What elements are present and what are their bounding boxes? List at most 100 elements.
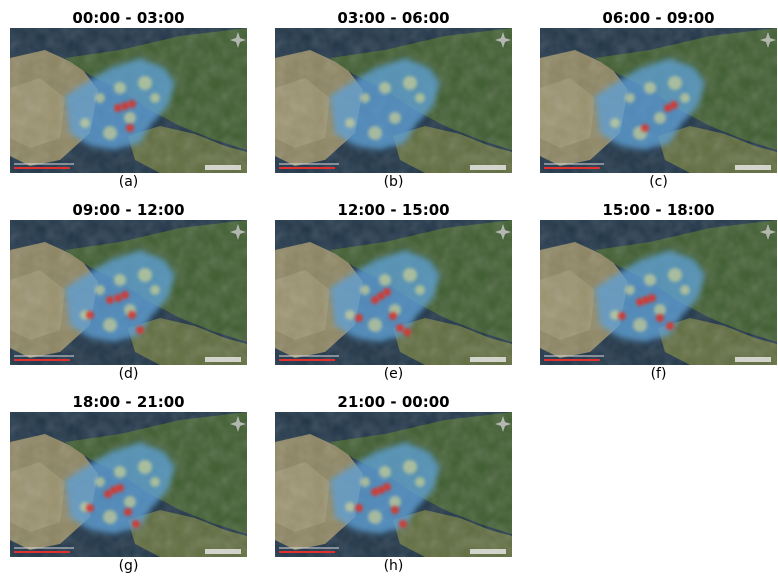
heat-hot [86,311,94,319]
heat-warm [668,76,682,90]
heat-warm [138,268,152,282]
map [275,28,512,173]
heat-hot [383,483,391,491]
panel-title: 03:00 - 06:00 [337,9,449,27]
map [10,220,247,365]
heat-hot [128,311,136,319]
heat-hot [136,326,144,334]
heat-warm [415,93,425,103]
heat-warm [368,126,382,140]
heat-warm [633,318,647,332]
heat-warm [360,285,370,295]
heat-warm [124,496,136,508]
heat-warm [403,76,417,90]
heat-warm [403,268,417,282]
map-panel [540,28,777,173]
heat-hot [618,312,626,320]
map [10,412,247,557]
attribution [205,549,241,554]
heat-warm [625,93,635,103]
heat-hot [648,294,656,302]
heat-warm [680,285,690,295]
heat-warm [415,285,425,295]
heat-warm [150,477,160,487]
panel-label: (e) [384,366,404,382]
heat-warm [345,310,355,320]
attribution [735,357,771,362]
heat-warm [103,126,117,140]
panel-label: (c) [649,174,668,190]
map [540,28,777,173]
heat-warm [668,268,682,282]
heat-hot [383,288,391,296]
heat-hot [670,101,678,109]
heat-warm [360,477,370,487]
heat-hot [403,328,411,336]
attribution [470,165,506,170]
heat-warm [95,93,105,103]
map [275,412,512,557]
heat-hot [121,291,129,299]
panel-label: (g) [119,558,139,574]
heat-hot [121,102,129,110]
heat-warm [403,460,417,474]
heat-hot [391,506,399,514]
figure: 00:00 - 03:00(a)03:00 - 06:00(b)06:00 - … [0,0,778,585]
panel-label: (a) [119,174,139,190]
map-panel [10,220,247,365]
panel-title: 21:00 - 00:00 [337,393,449,411]
heat-warm [415,477,425,487]
heat-warm [114,274,126,286]
panel-title: 06:00 - 09:00 [602,9,714,27]
panel-title: 15:00 - 18:00 [602,201,714,219]
heat-hot [666,322,674,330]
heat-warm [345,502,355,512]
panel-label: (f) [651,366,667,382]
heat-warm [389,112,401,124]
heat-warm [379,466,391,478]
heat-hot [86,504,94,512]
panel-title: 00:00 - 03:00 [72,9,184,27]
attribution [205,165,241,170]
heat-warm [644,82,656,94]
map-panel [275,28,512,173]
attribution [470,549,506,554]
heat-warm [625,285,635,295]
heat-hot [132,520,140,528]
panel-title: 18:00 - 21:00 [72,393,184,411]
heat-warm [95,285,105,295]
heat-warm [644,274,656,286]
attribution [470,357,506,362]
heat-warm [150,93,160,103]
panel-title: 09:00 - 12:00 [72,201,184,219]
heat-warm [610,118,620,128]
heat-warm [95,477,105,487]
heat-hot [389,312,397,320]
heat-hot [399,520,407,528]
heat-hot [641,124,649,132]
heat-warm [103,510,117,524]
heat-warm [138,460,152,474]
map-panel [10,28,247,173]
heat-hot [114,294,122,302]
heat-warm [114,466,126,478]
map-panel [275,220,512,365]
map-panel [540,220,777,365]
map [540,220,777,365]
heat-warm [654,112,666,124]
heat-warm [150,285,160,295]
map-panel [275,412,512,557]
heat-hot [128,100,136,108]
attribution [735,165,771,170]
heat-warm [103,318,117,332]
heat-hot [355,314,363,322]
heat-warm [360,93,370,103]
heat-warm [379,274,391,286]
heat-hot [355,504,363,512]
map [10,28,247,173]
map [275,220,512,365]
heat-warm [80,118,90,128]
heat-hot [116,484,124,492]
heat-warm [124,112,136,124]
heat-hot [124,508,132,516]
